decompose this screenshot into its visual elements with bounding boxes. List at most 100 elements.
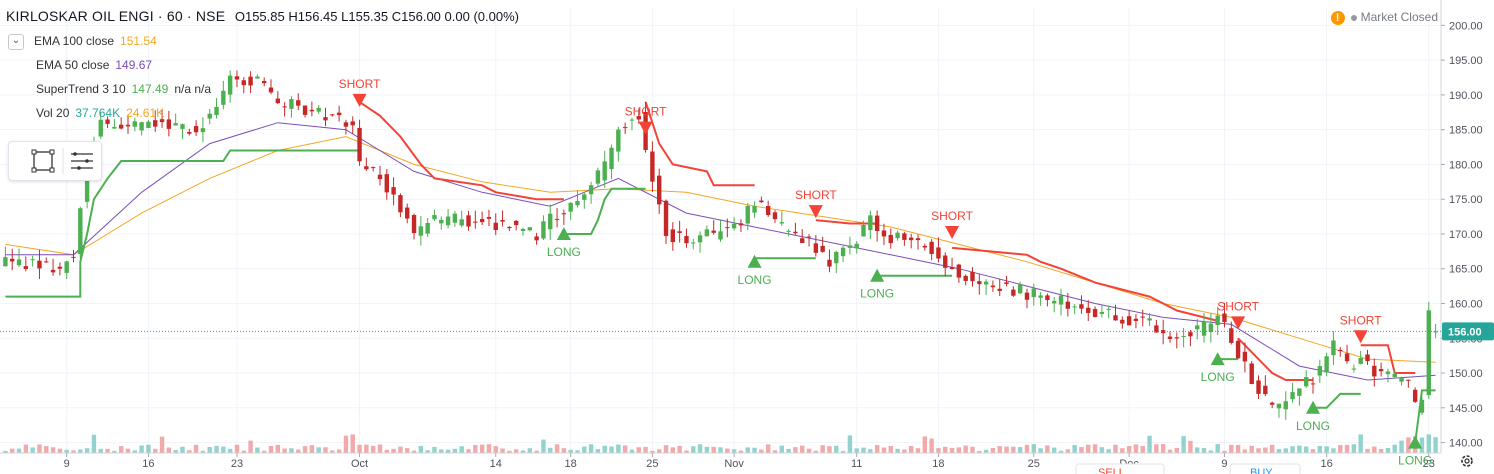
candle-body: [977, 281, 982, 285]
candle-body: [459, 219, 464, 226]
volume-bar: [84, 448, 90, 453]
volume-bar: [1215, 444, 1220, 453]
candle-body: [949, 267, 955, 270]
volume-bar: [963, 445, 968, 453]
volume-bars: [3, 434, 1438, 453]
time-tick-label: 14: [490, 458, 502, 470]
long-signal-arrow: [870, 268, 885, 282]
volume-bar: [1031, 444, 1036, 453]
candle-body: [411, 215, 417, 234]
candle-body: [1195, 325, 1200, 330]
time-tick-label: Oct: [351, 458, 368, 470]
volume-bar: [71, 450, 76, 453]
candle-body: [548, 213, 553, 230]
candle-body: [697, 235, 703, 243]
candle-body: [1133, 318, 1139, 321]
volume-bar: [452, 448, 458, 453]
short-signal-arrow: [638, 121, 653, 135]
volume-bar: [1290, 446, 1295, 453]
long-signal-label: LONG: [860, 287, 894, 301]
candle-body: [725, 227, 730, 229]
volume-bar: [772, 450, 778, 453]
volume-bar: [275, 444, 281, 453]
candle-body: [44, 261, 49, 263]
volume-bar: [718, 447, 723, 453]
volume-bar: [159, 436, 165, 453]
time-tick-label: 18: [565, 458, 577, 470]
candle-body: [50, 269, 56, 273]
market-status-label: Market Closed: [1360, 10, 1438, 24]
candle-body: [990, 285, 996, 288]
candle-body: [915, 238, 921, 241]
price-tick-label: 145.00: [1449, 403, 1483, 415]
sell-button[interactable]: [1075, 463, 1165, 474]
rectangle-select-icon[interactable]: [31, 149, 55, 173]
volume-bar: [582, 446, 587, 453]
candle-body: [221, 90, 226, 105]
volume-bar: [1426, 434, 1431, 453]
warning-icon[interactable]: !: [1330, 10, 1345, 25]
candle-body: [1079, 304, 1084, 309]
supertrend-segment: [358, 101, 564, 201]
volume-bar: [78, 449, 83, 453]
volume-bar: [1017, 447, 1023, 453]
volume-bar: [289, 448, 294, 453]
candle-body: [343, 122, 349, 127]
candle-body: [1235, 340, 1241, 359]
market-status: ! Market Closed: [1330, 10, 1438, 25]
candle-body: [677, 231, 682, 233]
volume-bar: [1099, 447, 1105, 453]
candle-body: [1317, 366, 1323, 376]
volume-bar: [132, 450, 138, 453]
volume-bar: [881, 447, 887, 453]
candle-body: [711, 230, 716, 233]
supertrend-line: [5, 101, 1436, 443]
candle-body: [1072, 306, 1077, 308]
candle-body: [534, 236, 539, 241]
price-tick-label: 150.00: [1449, 368, 1483, 380]
gear-icon-center: [1464, 458, 1470, 464]
volume-bar: [643, 446, 648, 453]
volume-bar: [323, 447, 328, 453]
volume-bar: [820, 445, 825, 453]
candle-body: [336, 112, 342, 116]
candle-body: [3, 257, 8, 267]
ohlc-high: H156.45: [288, 9, 338, 24]
volume-bar: [691, 446, 696, 453]
candle-body: [370, 167, 376, 169]
candle-body: [500, 220, 505, 222]
candle-body: [1147, 318, 1152, 321]
volume-bar: [1358, 434, 1363, 453]
volume-bar: [1392, 444, 1397, 453]
volume-bar: [622, 445, 628, 453]
legend-ema-100[interactable]: ⌄ EMA 100 close 151.54: [8, 34, 157, 50]
ema-100-line: [5, 136, 1436, 363]
legend-value: 37.764K: [75, 106, 121, 120]
volume-bar: [657, 449, 662, 453]
candle-body: [187, 131, 192, 134]
legend-supertrend[interactable]: SuperTrend 3 10 147.49 n/a n/a: [36, 82, 211, 96]
menu-lines-icon[interactable]: [71, 152, 93, 170]
legend-volume[interactable]: Vol 20 37.764K 24.61K: [36, 106, 164, 120]
candle-body: [1338, 349, 1343, 352]
buy-button[interactable]: [1229, 463, 1301, 474]
volume-bar: [3, 450, 8, 453]
volume-bar: [1385, 448, 1391, 453]
candle-body: [418, 226, 424, 236]
candle-body: [364, 166, 369, 170]
volume-bar: [983, 449, 989, 453]
chevron-down-icon[interactable]: ⌄: [8, 34, 24, 50]
candle-body: [1290, 392, 1295, 400]
volume-bar: [943, 446, 948, 453]
volume-bar: [153, 448, 158, 453]
volume-bar: [745, 447, 750, 453]
volume-bar: [214, 445, 219, 453]
volume-bar: [57, 448, 63, 453]
volume-bar: [439, 449, 444, 453]
legend-ema-50[interactable]: EMA 50 close 149.67: [36, 58, 152, 72]
gear-icon[interactable]: [1461, 455, 1473, 467]
candle-body: [1242, 351, 1248, 362]
volume-bar: [1331, 448, 1336, 453]
short-signal-label: SHORT: [625, 105, 667, 119]
